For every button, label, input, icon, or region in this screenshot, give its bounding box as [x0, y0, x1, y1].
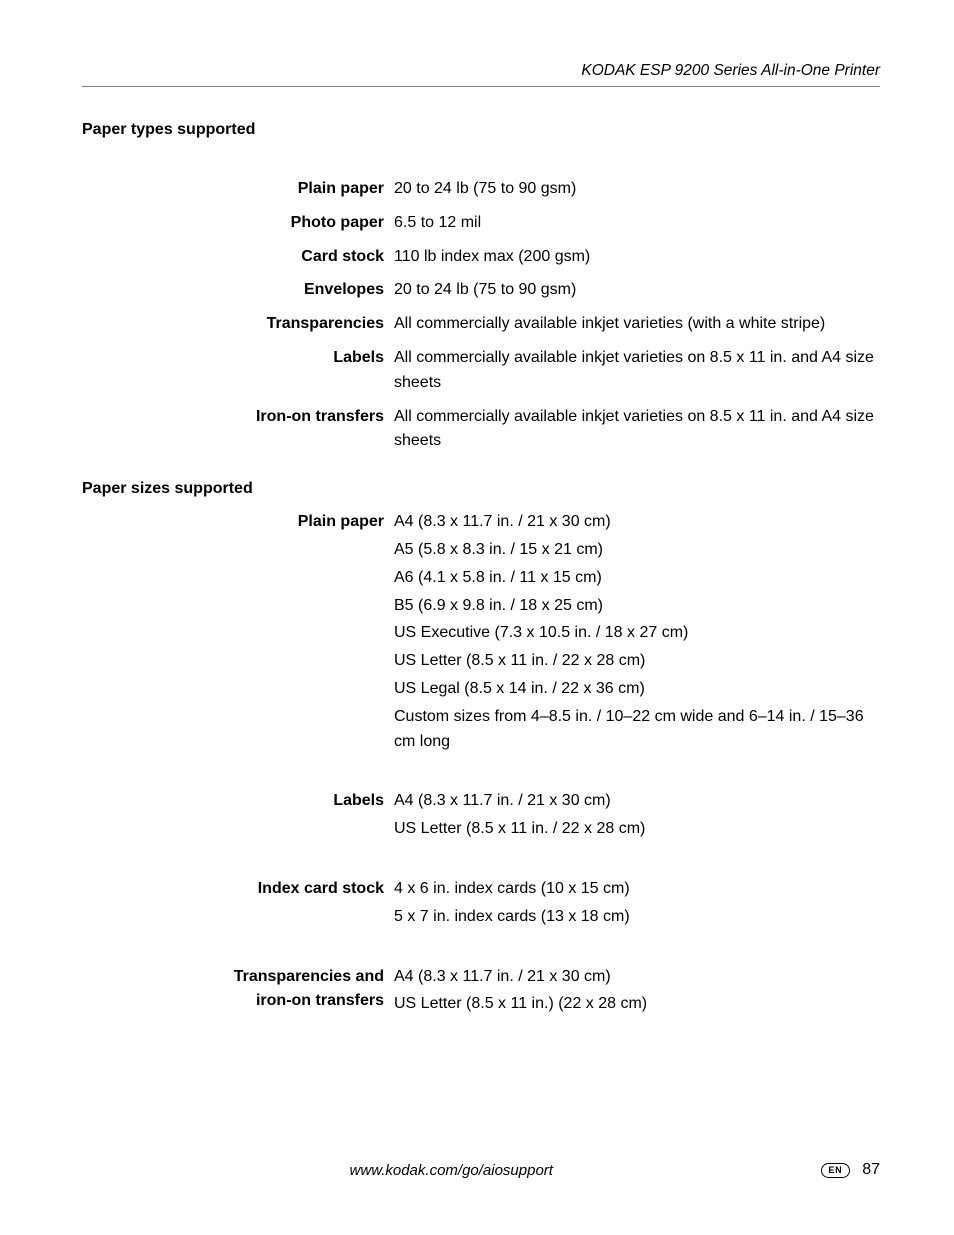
size-line: B5 (6.9 x 9.8 in. / 18 x 25 cm) [394, 594, 880, 619]
size-line: A4 (8.3 x 11.7 in. / 21 x 30 cm) [394, 965, 880, 990]
section-title-types: Paper types supported [82, 121, 880, 139]
spec-label: Plain paper [82, 510, 394, 757]
spec-label: Photo paper [82, 211, 394, 236]
size-line: US Letter (8.5 x 11 in. / 22 x 28 cm) [394, 817, 880, 842]
spec-value: All commercially available inkjet variet… [394, 312, 880, 337]
spec-row-plain-paper-sizes: Plain paper A4 (8.3 x 11.7 in. / 21 x 30… [82, 510, 880, 757]
size-line: US Executive (7.3 x 10.5 in. / 18 x 27 c… [394, 621, 880, 646]
spec-label: Labels [82, 346, 394, 396]
spec-value: All commercially available inkjet variet… [394, 405, 880, 455]
spec-row-transparencies-sizes: Transparencies and iron-on transfers A4 … [82, 965, 880, 1021]
spec-value: A4 (8.3 x 11.7 in. / 21 x 30 cm) US Lett… [394, 789, 880, 845]
section-title-sizes: Paper sizes supported [82, 480, 880, 498]
page-footer: www.kodak.com/go/aiosupport EN 87 [82, 1161, 880, 1179]
spec-row-iron-on-type: Iron-on transfers All commercially avail… [82, 405, 880, 455]
page-number: 87 [862, 1161, 880, 1179]
spec-value: 20 to 24 lb (75 to 90 gsm) [394, 177, 880, 202]
spec-label: Labels [82, 789, 394, 845]
size-line: US Letter (8.5 x 11 in.) (22 x 28 cm) [394, 992, 880, 1017]
spec-row-transparencies-type: Transparencies All commercially availabl… [82, 312, 880, 337]
spec-label: Transparencies [82, 312, 394, 337]
spec-label: Index card stock [82, 877, 394, 933]
spec-label-line: Transparencies and [82, 965, 384, 990]
spec-row-photo-paper-type: Photo paper 6.5 to 12 mil [82, 211, 880, 236]
size-line: 5 x 7 in. index cards (13 x 18 cm) [394, 905, 880, 930]
size-line: US Letter (8.5 x 11 in. / 22 x 28 cm) [394, 649, 880, 674]
size-line: A4 (8.3 x 11.7 in. / 21 x 30 cm) [394, 789, 880, 814]
spec-label: Plain paper [82, 177, 394, 202]
spec-label-line: iron-on transfers [82, 989, 384, 1014]
spec-row-plain-paper-type: Plain paper 20 to 24 lb (75 to 90 gsm) [82, 177, 880, 202]
spec-value: A4 (8.3 x 11.7 in. / 21 x 30 cm) A5 (5.8… [394, 510, 880, 757]
spec-row-labels-sizes: Labels A4 (8.3 x 11.7 in. / 21 x 30 cm) … [82, 789, 880, 845]
running-head: KODAK ESP 9200 Series All-in-One Printer [82, 62, 880, 80]
spec-row-envelopes-type: Envelopes 20 to 24 lb (75 to 90 gsm) [82, 278, 880, 303]
spec-row-card-stock-type: Card stock 110 lb index max (200 gsm) [82, 245, 880, 270]
language-badge: EN [821, 1163, 851, 1178]
spec-value: All commercially available inkjet variet… [394, 346, 880, 396]
spec-row-index-card-sizes: Index card stock 4 x 6 in. index cards (… [82, 877, 880, 933]
size-line: A5 (5.8 x 8.3 in. / 15 x 21 cm) [394, 538, 880, 563]
size-line: 4 x 6 in. index cards (10 x 15 cm) [394, 877, 880, 902]
footer-url: www.kodak.com/go/aiosupport [82, 1162, 821, 1179]
header-rule [82, 86, 880, 87]
spec-label: Transparencies and iron-on transfers [82, 965, 394, 1021]
spec-value: A4 (8.3 x 11.7 in. / 21 x 30 cm) US Lett… [394, 965, 880, 1021]
size-line: Custom sizes from 4–8.5 in. / 10–22 cm w… [394, 705, 880, 755]
size-line: A6 (4.1 x 5.8 in. / 11 x 15 cm) [394, 566, 880, 591]
spec-label: Card stock [82, 245, 394, 270]
spec-label: Envelopes [82, 278, 394, 303]
spec-value: 20 to 24 lb (75 to 90 gsm) [394, 278, 880, 303]
spec-value: 6.5 to 12 mil [394, 211, 880, 236]
spec-label: Iron-on transfers [82, 405, 394, 455]
size-line: A4 (8.3 x 11.7 in. / 21 x 30 cm) [394, 510, 880, 535]
spec-row-labels-type: Labels All commercially available inkjet… [82, 346, 880, 396]
size-line: US Legal (8.5 x 14 in. / 22 x 36 cm) [394, 677, 880, 702]
spec-value: 110 lb index max (200 gsm) [394, 245, 880, 270]
spec-value: 4 x 6 in. index cards (10 x 15 cm) 5 x 7… [394, 877, 880, 933]
